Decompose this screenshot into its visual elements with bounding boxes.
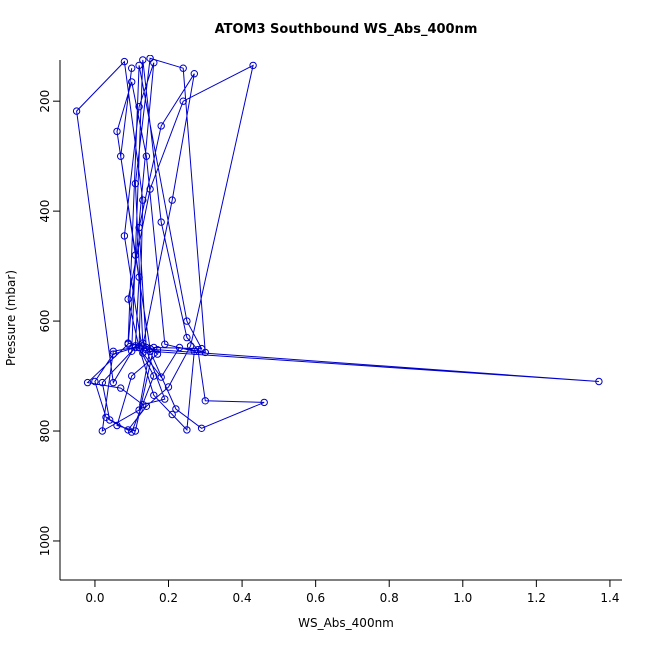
data-point [150, 372, 158, 380]
data-point [109, 378, 118, 387]
data-point [153, 346, 162, 354]
data-point [139, 349, 147, 357]
data-point [168, 410, 176, 419]
data-point [109, 350, 118, 358]
y-tick-label: 800 [38, 420, 52, 443]
data-point [135, 406, 143, 414]
data-point [142, 152, 151, 160]
data-point [117, 384, 125, 392]
data-point [128, 78, 136, 86]
x-tick-label: 0.6 [306, 591, 325, 605]
data-point [190, 347, 199, 355]
axes: 0.0 0.2 0.4 0.6 0.8 1.0 1.2 1.4 200 400 600 800 1000 [38, 60, 622, 605]
data-point [117, 152, 125, 160]
data-point [131, 343, 140, 352]
x-tick-label: 0.0 [85, 591, 104, 605]
data-point [113, 127, 121, 136]
data-point [146, 344, 154, 353]
data-point [150, 343, 158, 352]
data-point [128, 428, 136, 436]
x-tick-label: 0.4 [233, 591, 252, 605]
data-point [135, 61, 143, 70]
data-point [153, 350, 162, 358]
data-point [260, 398, 268, 407]
data-point [595, 377, 603, 386]
data-point [128, 347, 136, 355]
data-point [128, 372, 136, 380]
data-point [135, 103, 143, 111]
data-point [139, 56, 147, 64]
data-point [142, 343, 151, 352]
x-tick-label: 1.0 [453, 591, 472, 605]
data-point [146, 55, 154, 62]
data-point [109, 347, 118, 355]
data-point [139, 400, 147, 409]
y-tick-label: 400 [38, 200, 52, 223]
data-point [102, 413, 110, 421]
data-point [161, 395, 169, 403]
data-point [124, 339, 132, 347]
data-point [135, 273, 143, 281]
data-point [179, 64, 187, 72]
data-point [183, 317, 191, 325]
data-point [98, 378, 107, 387]
data-point [249, 61, 257, 70]
data-point [201, 348, 210, 357]
data-point [91, 377, 99, 386]
data-point [120, 57, 129, 66]
data-point [157, 122, 165, 130]
profile-line [76, 57, 599, 433]
data-point [197, 344, 206, 353]
data-point [131, 179, 140, 188]
data-point [157, 218, 165, 226]
data-point [161, 340, 169, 348]
y-axis-label: Pressure (mbar) [4, 270, 18, 366]
data-point [135, 223, 143, 232]
data-point [113, 421, 121, 430]
data-point [146, 347, 154, 355]
data-point [201, 397, 210, 405]
data-point [168, 196, 176, 204]
data-point [179, 97, 187, 105]
data-point [98, 427, 107, 435]
data-point [135, 343, 143, 352]
y-tick-label: 200 [38, 90, 52, 113]
data-point [157, 373, 165, 381]
data-point [83, 378, 92, 387]
data-point [150, 59, 158, 67]
y-tick-label: 600 [38, 310, 52, 333]
chart-title: ATOM3 Southbound WS_Abs_400nm [215, 22, 478, 37]
x-tick-label: 0.8 [380, 591, 399, 605]
data-point [186, 342, 195, 350]
data-point [131, 251, 140, 259]
x-tick-label: 1.4 [600, 591, 619, 605]
data-point [150, 391, 158, 399]
data-point [183, 333, 191, 342]
data-point [142, 402, 151, 410]
x-tick-label: 0.2 [159, 591, 178, 605]
data-series [72, 55, 603, 436]
x-axis-label: WS_Abs_400nm [298, 616, 394, 630]
data-point [197, 424, 206, 432]
data-point [128, 64, 136, 72]
y-tick-label: 1000 [38, 526, 52, 557]
data-point [194, 346, 202, 354]
data-point [164, 383, 173, 391]
data-point [124, 295, 132, 303]
data-point [120, 232, 129, 240]
x-tick-label: 1.2 [527, 591, 546, 605]
data-point [175, 343, 184, 352]
series-group [72, 55, 603, 436]
data-point [139, 196, 147, 204]
data-point [183, 426, 191, 434]
data-point [124, 426, 132, 434]
data-point [139, 339, 147, 347]
data-point [131, 427, 140, 435]
data-point [172, 405, 180, 413]
data-point [190, 70, 199, 78]
data-point [146, 185, 154, 193]
data-point [72, 107, 81, 115]
